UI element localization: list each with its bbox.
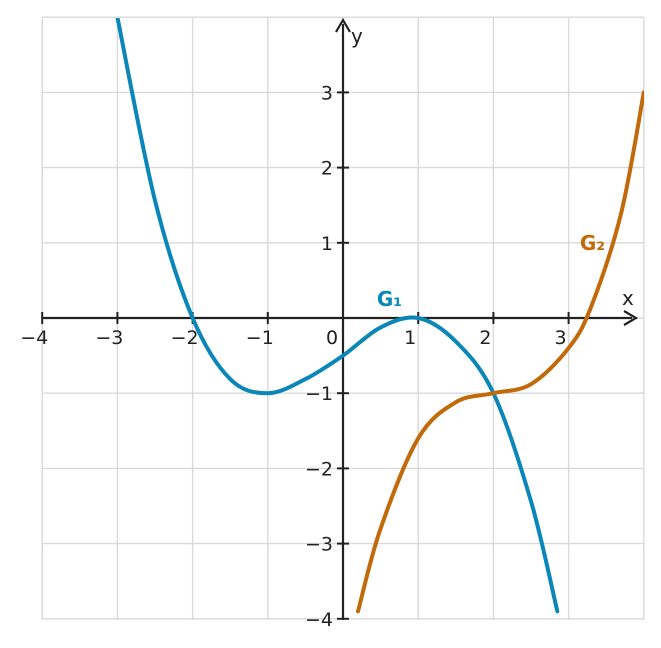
x-axis-arrow-icon [623,310,639,326]
series-line-1 [115,18,560,614]
x-tick-label: −2 [171,327,199,349]
y-tick-label: −1 [305,383,333,405]
series-line-2 [356,90,644,614]
y-axis-arrow-icon [335,17,351,33]
x-tick-label: −1 [246,327,274,349]
y-tick-label: −4 [305,609,333,631]
series-label-1: G₁ [377,287,402,311]
y-tick-label: 3 [321,82,333,104]
y-tick-label: −2 [305,458,333,480]
y-tick-label: 2 [321,158,333,180]
ticks: −4 −3 −2 −1 0 1 2 3 3 2 1 −1 −2 −3 −4 [20,82,570,631]
x-tick-label: 1 [404,327,416,349]
curves: G₁ G₂ [115,18,644,614]
x-tick-label: −4 [20,327,48,349]
y-tick-label: −3 [305,534,333,556]
axes [42,17,639,620]
y-tick-label: 1 [321,233,333,255]
x-tick-label: −3 [95,327,123,349]
series-label-2: G₂ [580,231,605,255]
y-axis-label: y [351,24,363,48]
x-tick-label: 2 [479,327,491,349]
x-axis-label: x [622,286,634,310]
x-tick-label: 0 [326,327,338,349]
x-tick-label: 3 [555,327,567,349]
